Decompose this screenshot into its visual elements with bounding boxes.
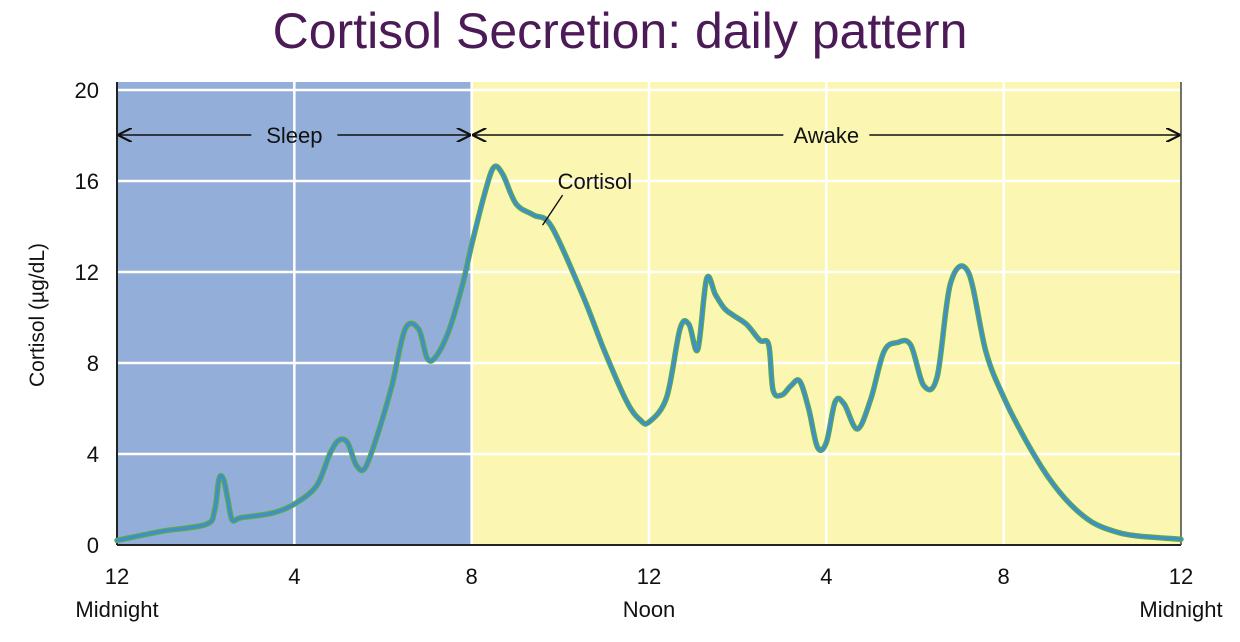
band-label-sleep: Sleep (266, 123, 322, 148)
x-tick-label-2: 8 (466, 564, 478, 589)
x-tick-sublabel-3: Noon (623, 597, 676, 622)
x-tick-label-5: 8 (998, 564, 1010, 589)
y-tick-label-8: 8 (87, 351, 99, 376)
x-tick-label-6: 12 (1169, 564, 1193, 589)
x-tick-sublabel-6: Midnight (1139, 597, 1222, 622)
series-label-leader (542, 194, 564, 226)
band-label-awake: Awake (794, 123, 860, 148)
x-tick-label-0: 12 (105, 564, 129, 589)
x-tick-sublabel-0: Midnight (75, 597, 158, 622)
series-line-cortisol (115, 164, 1183, 542)
series-label-cortisol: Cortisol (558, 169, 633, 194)
y-tick-label-4: 4 (87, 442, 99, 467)
y-axis-label: Cortisol (µg/dL) (26, 243, 49, 387)
y-tick-label-20: 20 (75, 78, 99, 103)
gridlines (117, 82, 1181, 545)
x-tick-label-1: 4 (288, 564, 300, 589)
y-tick-label-16: 16 (75, 169, 99, 194)
band-arrows: Sleep Awake (119, 123, 1179, 148)
x-tick-label-3: 12 (637, 564, 661, 589)
series-lines: Cortisol (114, 163, 1184, 544)
axes (116, 82, 1182, 546)
chart-title: Cortisol Secretion: daily pattern (272, 3, 968, 59)
tick-labels: 0 4 8 12 16 20 12 Midnight 4 8 12 Noon 4 8 12 Midnight (75, 78, 1223, 622)
y-tick-label-12: 12 (75, 260, 99, 285)
y-tick-label-0: 0 (87, 533, 99, 558)
x-tick-label-4: 4 (820, 564, 832, 589)
